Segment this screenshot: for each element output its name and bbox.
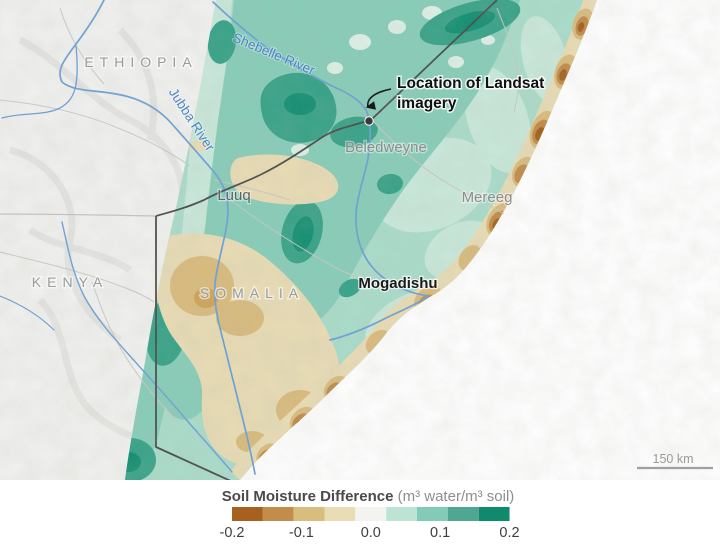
legend-swatch-8 [447,507,479,521]
scale-bar-label: 150 km [653,452,694,466]
city-label-mereeg: Mereeg [462,189,513,206]
legend: Soil Moisture Difference (m³ water/m³ so… [220,488,520,541]
legend-swatch-5 [355,507,387,521]
terrain-texture [0,0,720,480]
legend-swatch-9 [478,507,510,521]
legend-swatch-4 [324,507,356,521]
legend-tick-5: 0.2 [499,525,519,541]
landsat-arrow [365,88,392,110]
legend-tick-4: 0.1 [430,525,450,541]
legend-swatch-3 [293,507,325,521]
city-label-beledweyne: Beledweyne [345,139,427,156]
landsat-annotation-line2: imagery [397,95,457,112]
legend-tick-1: -0.2 [220,525,245,541]
legend-swatch-6 [386,507,418,521]
landsat-location-marker [364,116,374,126]
landsat-annotation-line1: Location of Landsat [397,75,544,92]
legend-title-text: Soil Moisture Difference [222,488,394,505]
country-label-kenya: KENYA [32,274,108,290]
scale-bar: 150 km [637,452,713,470]
country-label-ethiopia: ETHIOPIA [84,54,197,70]
landsat-annotation: Location of Landsat imagery [364,74,546,126]
country-label-somalia: SOMALIA [200,285,304,301]
city-label-luuq: Luuq [217,187,250,204]
legend-swatch-2 [262,507,294,521]
legend-units: (m³ water/m³ soil) [393,488,514,505]
legend-ticks: -0.2 -0.1 0.0 0.1 0.2 [220,525,520,541]
legend-tick-2: -0.1 [289,525,314,541]
legend-swatch-1 [232,507,263,521]
city-label-mogadishu: Mogadishu [358,275,437,292]
legend-tick-3: 0.0 [361,525,381,541]
legend-title: Soil Moisture Difference (m³ water/m³ so… [222,488,515,505]
legend-swatch-7 [417,507,448,521]
legend-colorbar [232,507,510,521]
